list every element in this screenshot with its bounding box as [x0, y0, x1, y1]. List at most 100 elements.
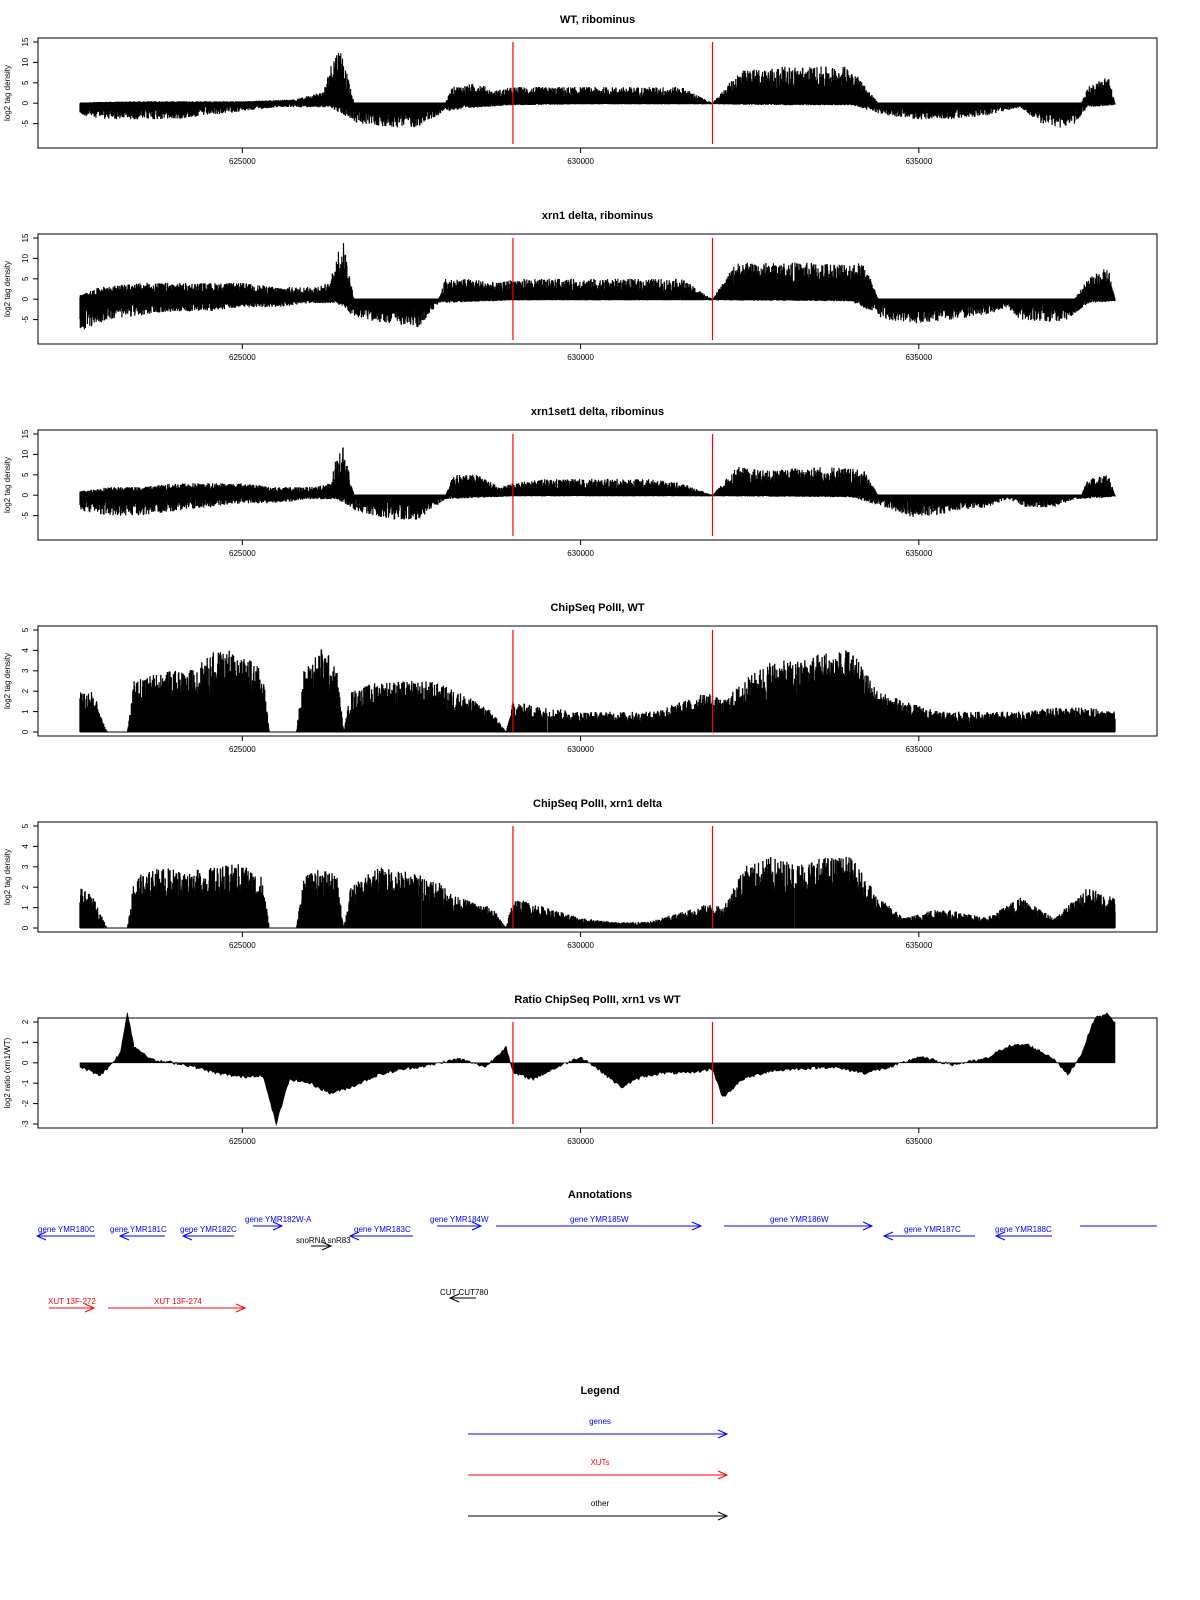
x-tick-label: 625000	[229, 941, 256, 950]
y-tick-label: 2	[21, 884, 30, 889]
gene-arrow-label: gene YMR184W	[430, 1215, 489, 1224]
y-tick-label: 0	[21, 100, 30, 105]
gene-arrow-label: gene YMR188C	[995, 1225, 1052, 1234]
y-tick-label: 15	[21, 233, 30, 242]
y-tick-label: -3	[21, 1120, 30, 1128]
gene-arrow: gene YMR181C	[110, 1225, 167, 1241]
legend-arrowhead	[717, 1511, 729, 1521]
gene-arrow-arrowhead	[471, 1221, 483, 1231]
legend-item-other: other	[468, 1499, 729, 1521]
y-tick-label: 1	[21, 709, 30, 714]
data-bars	[79, 447, 1116, 520]
y-axis-label: log2 tag density	[3, 849, 12, 905]
legend-item-genes: genes	[468, 1417, 729, 1439]
y-tick-label: 2	[21, 1019, 30, 1024]
plot-frame	[37, 1017, 1158, 1129]
x-tick-label: 630000	[567, 1137, 594, 1146]
y-tick-label: 5	[21, 276, 30, 281]
y-tick-label: 10	[21, 449, 30, 458]
other-arrow-label: CUT CUT780	[440, 1288, 489, 1297]
x-tick-label: 635000	[905, 1137, 932, 1146]
y-tick-label: 5	[21, 472, 30, 477]
y-tick-label: 10	[21, 57, 30, 66]
y-axis-label: log2 tag density	[3, 457, 12, 513]
legend-label: XUTs	[590, 1458, 609, 1467]
y-tick-label: -2	[21, 1099, 30, 1107]
x-tick-label: 635000	[905, 353, 932, 362]
plot-frame	[37, 37, 1158, 149]
chart-panel-4	[33, 625, 1158, 741]
chart-panel-2	[33, 233, 1158, 349]
data-area	[79, 1012, 1116, 1127]
y-tick-label: 4	[21, 844, 30, 849]
y-axis-label: log2 tag density	[3, 65, 12, 121]
y-tick-label: 0	[21, 1060, 30, 1065]
y-tick-label: -5	[21, 511, 30, 519]
y-axis-label: log2 tag density	[3, 653, 12, 709]
gene-arrow: gene YMR187C	[882, 1225, 975, 1241]
y-tick-label: 3	[21, 864, 30, 869]
y-tick-label: 3	[21, 668, 30, 673]
legend-arrowhead	[717, 1470, 729, 1480]
chart-title: xrn1set1 delta, ribominus	[531, 406, 664, 418]
data-bars	[79, 243, 1116, 330]
plot-frame	[37, 429, 1158, 541]
annotations-title: Annotations	[568, 1189, 632, 1201]
x-tick-label: 625000	[229, 157, 256, 166]
gene-arrow-arrowhead	[348, 1231, 360, 1241]
gene-arrow-label: gene YMR182C	[180, 1225, 237, 1234]
xut-arrow-arrowhead	[235, 1303, 247, 1313]
gene-arrow-arrowhead	[994, 1231, 1006, 1241]
plot-frame	[37, 233, 1158, 345]
other-arrow-arrowhead	[448, 1293, 460, 1303]
other-arrow-arrowhead	[321, 1241, 333, 1251]
legend-title: Legend	[580, 1385, 619, 1397]
data-bars	[79, 53, 1116, 128]
gene-arrow-label: gene YMR183C	[354, 1225, 411, 1234]
y-tick-label: 5	[21, 823, 30, 828]
other-arrow-label: snoRNA snR83	[296, 1236, 351, 1245]
y-tick-label: 15	[21, 429, 30, 438]
y-tick-label: 5	[21, 80, 30, 85]
x-tick-label: 635000	[905, 745, 932, 754]
x-tick-label: 630000	[567, 157, 594, 166]
y-tick-label: 15	[21, 37, 30, 46]
x-tick-label: 630000	[567, 549, 594, 558]
y-tick-label: -5	[21, 119, 30, 127]
x-tick-label: 625000	[229, 1137, 256, 1146]
xut-arrow-label: XUT 13F-274	[154, 1297, 202, 1306]
gene-arrow-arrowhead	[118, 1231, 130, 1241]
gene-arrow-arrowhead	[272, 1221, 284, 1231]
gene-arrow-arrowhead	[35, 1231, 47, 1241]
x-tick-label: 625000	[229, 745, 256, 754]
gene-arrow-label: gene YMR185W	[570, 1215, 629, 1224]
y-axis-label: log2 ratio (xrn1/WT)	[3, 1037, 12, 1108]
gene-arrow: gene YMR185W	[496, 1215, 703, 1231]
x-tick-label: 635000	[905, 941, 932, 950]
y-tick-label: 0	[21, 729, 30, 734]
legend-arrowhead	[717, 1429, 729, 1439]
y-tick-label: 10	[21, 253, 30, 262]
y-tick-label: 0	[21, 492, 30, 497]
plot-frame	[37, 821, 1158, 933]
other-arrow: CUT CUT780	[440, 1288, 489, 1303]
data-bars	[79, 649, 1116, 732]
gene-arrow: gene YMR188C	[994, 1225, 1052, 1241]
y-tick-label: -5	[21, 315, 30, 323]
x-tick-label: 625000	[229, 549, 256, 558]
xut-arrow-arrowhead	[84, 1303, 96, 1313]
legend-item-XUTs: XUTs	[468, 1458, 729, 1480]
y-tick-label: 1	[21, 1040, 30, 1045]
gene-arrow: gene YMR180C	[35, 1225, 95, 1241]
legend-label: other	[591, 1499, 610, 1508]
xut-arrow: XUT 13F-272	[48, 1297, 96, 1313]
x-tick-label: 635000	[905, 549, 932, 558]
x-tick-label: 630000	[567, 353, 594, 362]
gene-arrow-label: gene YMR181C	[110, 1225, 167, 1234]
legend-label: genes	[589, 1417, 611, 1426]
y-tick-label: 5	[21, 627, 30, 632]
plot-frame	[37, 625, 1158, 737]
gene-arrow-label: gene YMR182W-A	[245, 1215, 312, 1224]
chart-panel-1	[33, 37, 1158, 153]
x-tick-label: 630000	[567, 745, 594, 754]
